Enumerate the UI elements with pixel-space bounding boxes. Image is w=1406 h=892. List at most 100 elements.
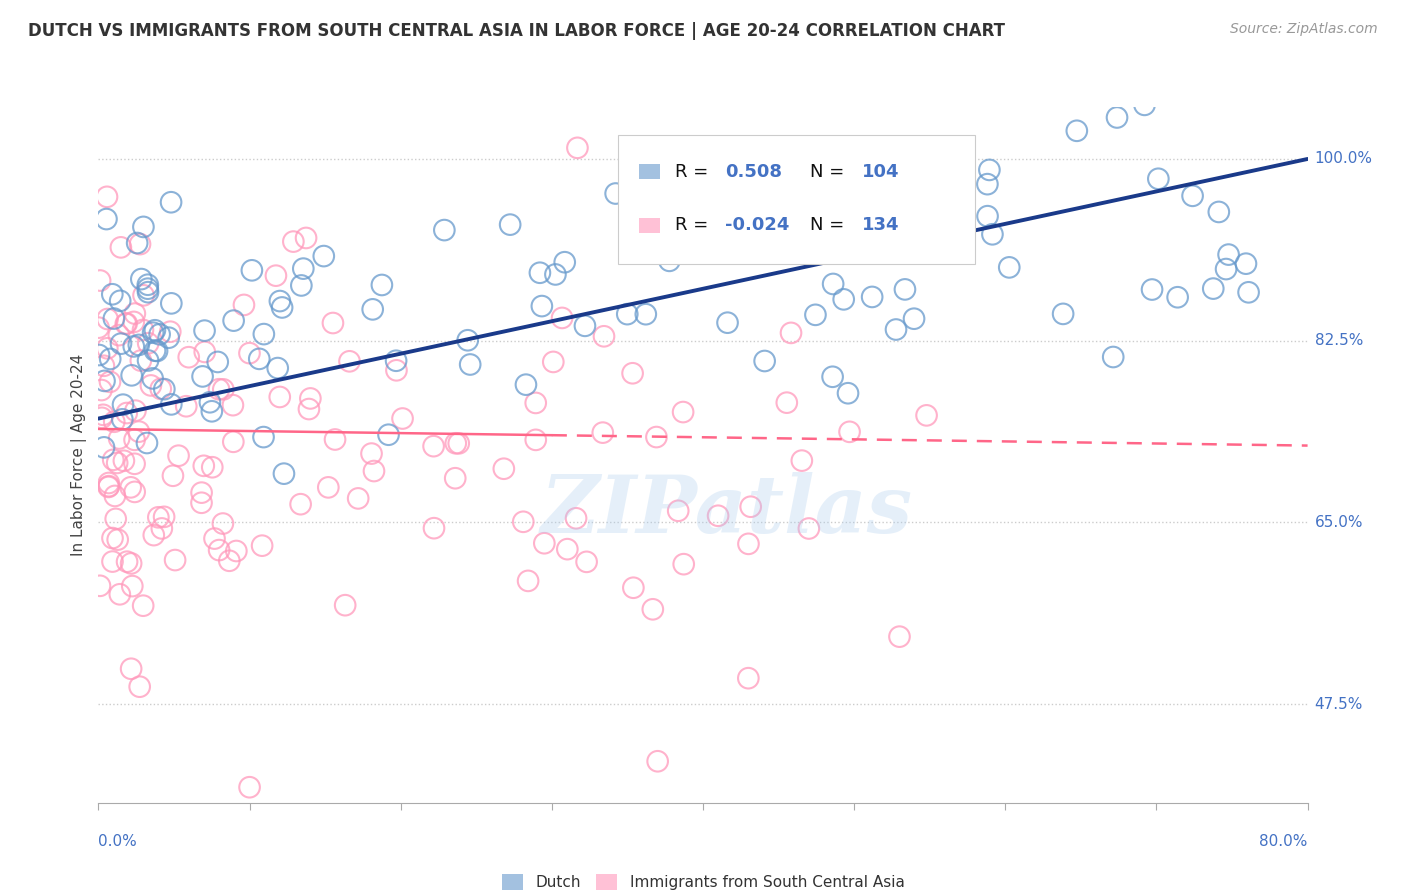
Text: ZIPatlas: ZIPatlas: [541, 472, 914, 549]
Point: [1167, 290, 1189, 304]
Point: [222, 313, 245, 327]
Point: [634, 307, 657, 321]
Point: [97, 479, 120, 493]
Point: [252, 430, 274, 444]
Text: 65.0%: 65.0%: [1315, 515, 1362, 530]
Point: [1140, 283, 1163, 297]
Point: [269, 294, 291, 309]
Point: [979, 162, 1001, 177]
Point: [512, 515, 534, 529]
Point: [666, 504, 689, 518]
Point: [391, 411, 413, 425]
Text: R =: R =: [675, 162, 714, 181]
Point: [160, 195, 183, 210]
Point: [208, 543, 231, 558]
Point: [212, 516, 235, 531]
Point: [240, 263, 263, 277]
Point: [1234, 257, 1257, 271]
Point: [492, 461, 515, 475]
Point: [142, 326, 165, 340]
Point: [363, 464, 385, 478]
Point: [804, 308, 827, 322]
Point: [312, 65, 335, 79]
Point: [1147, 171, 1170, 186]
Point: [884, 322, 907, 336]
Point: [162, 468, 184, 483]
Point: [524, 396, 547, 410]
Point: [269, 390, 291, 404]
Point: [112, 454, 135, 468]
Point: [790, 453, 813, 467]
Point: [91, 408, 114, 422]
Point: [515, 377, 537, 392]
Point: [218, 554, 240, 568]
Point: [647, 754, 669, 768]
Point: [1181, 189, 1204, 203]
Point: [96, 190, 118, 204]
Point: [360, 446, 382, 460]
Point: [1133, 98, 1156, 112]
FancyBboxPatch shape: [638, 218, 661, 233]
Point: [672, 405, 695, 419]
Point: [292, 261, 315, 276]
Point: [592, 425, 614, 440]
Point: [616, 307, 638, 321]
Point: [136, 353, 159, 368]
Point: [110, 336, 132, 351]
Point: [754, 354, 776, 368]
Point: [129, 353, 152, 368]
Point: [1215, 262, 1237, 277]
Y-axis label: In Labor Force | Age 20-24: In Labor Force | Age 20-24: [72, 354, 87, 556]
Point: [121, 368, 143, 383]
Point: [247, 351, 270, 366]
Point: [142, 528, 165, 542]
Point: [115, 317, 138, 331]
Point: [457, 333, 479, 347]
Point: [776, 395, 799, 409]
Point: [160, 296, 183, 310]
Point: [551, 310, 574, 325]
Point: [96, 312, 118, 326]
Point: [1102, 350, 1125, 364]
Point: [264, 268, 287, 283]
Point: [128, 680, 150, 694]
Point: [318, 480, 340, 494]
Point: [1105, 111, 1128, 125]
FancyBboxPatch shape: [619, 135, 976, 263]
Point: [132, 599, 155, 613]
Point: [177, 350, 200, 364]
Point: [128, 425, 150, 439]
Text: 134: 134: [862, 217, 900, 235]
Point: [150, 521, 173, 535]
Point: [821, 369, 844, 384]
Point: [124, 457, 146, 471]
Point: [124, 307, 146, 321]
Point: [593, 329, 616, 343]
Text: 0.508: 0.508: [725, 162, 783, 181]
Point: [132, 288, 155, 302]
Point: [981, 227, 1004, 242]
Text: 80.0%: 80.0%: [1260, 834, 1308, 849]
Point: [136, 336, 159, 351]
Point: [273, 467, 295, 481]
Point: [124, 484, 146, 499]
Point: [554, 255, 576, 269]
Point: [837, 386, 859, 401]
Point: [1066, 124, 1088, 138]
Point: [238, 346, 260, 360]
Point: [120, 480, 142, 494]
Point: [114, 317, 136, 331]
Point: [423, 521, 446, 535]
Point: [212, 383, 235, 397]
Point: [225, 544, 247, 558]
Point: [894, 185, 917, 199]
Point: [128, 338, 150, 352]
Text: 47.5%: 47.5%: [1315, 697, 1362, 712]
Point: [371, 277, 394, 292]
Point: [103, 311, 125, 326]
Point: [198, 395, 221, 409]
Point: [98, 375, 121, 389]
Point: [377, 427, 399, 442]
Point: [682, 240, 704, 254]
Point: [96, 341, 118, 355]
